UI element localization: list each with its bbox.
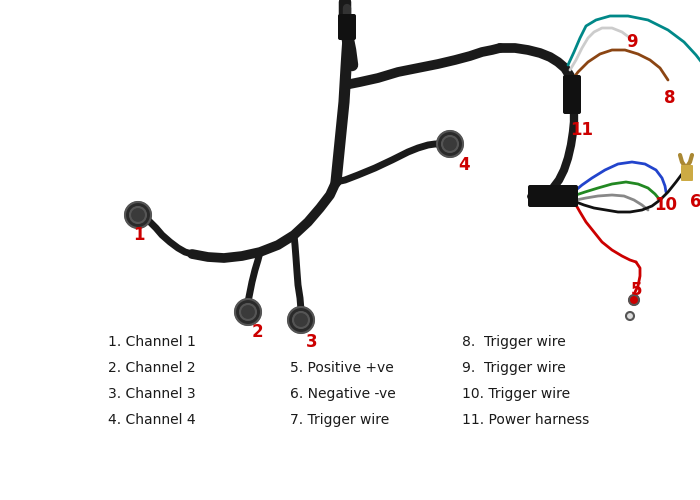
Circle shape (442, 136, 458, 152)
FancyBboxPatch shape (681, 165, 693, 181)
Text: 8.  Trigger wire: 8. Trigger wire (462, 335, 566, 349)
Text: 1. Channel 1: 1. Channel 1 (108, 335, 196, 349)
Circle shape (626, 312, 634, 320)
Text: 11. Power harness: 11. Power harness (462, 413, 589, 427)
Circle shape (130, 207, 146, 223)
Text: 4. Channel 4: 4. Channel 4 (108, 413, 195, 427)
Circle shape (125, 202, 151, 228)
FancyBboxPatch shape (563, 75, 581, 114)
Text: 1: 1 (133, 226, 145, 244)
Text: 2: 2 (251, 323, 262, 341)
Text: 6: 6 (690, 193, 700, 211)
Circle shape (240, 304, 256, 320)
Text: 10: 10 (654, 196, 678, 214)
Text: 7. Trigger wire: 7. Trigger wire (290, 413, 389, 427)
Text: 5. Positive +ve: 5. Positive +ve (290, 361, 393, 375)
Text: 2. Channel 2: 2. Channel 2 (108, 361, 195, 375)
Text: 10. Trigger wire: 10. Trigger wire (462, 387, 570, 401)
Text: 3. Channel 3: 3. Channel 3 (108, 387, 195, 401)
Circle shape (629, 295, 639, 305)
FancyBboxPatch shape (528, 185, 578, 207)
Text: 9: 9 (626, 33, 638, 51)
Circle shape (288, 307, 314, 333)
Text: 8: 8 (664, 89, 676, 107)
Circle shape (437, 131, 463, 157)
Text: 6. Negative -ve: 6. Negative -ve (290, 387, 396, 401)
Text: 9.  Trigger wire: 9. Trigger wire (462, 361, 566, 375)
Circle shape (293, 312, 309, 328)
FancyBboxPatch shape (338, 14, 356, 40)
Circle shape (235, 299, 261, 325)
Text: 3: 3 (306, 333, 318, 351)
Text: 5: 5 (631, 281, 643, 299)
Text: 11: 11 (570, 121, 594, 139)
Text: 4: 4 (458, 156, 470, 174)
